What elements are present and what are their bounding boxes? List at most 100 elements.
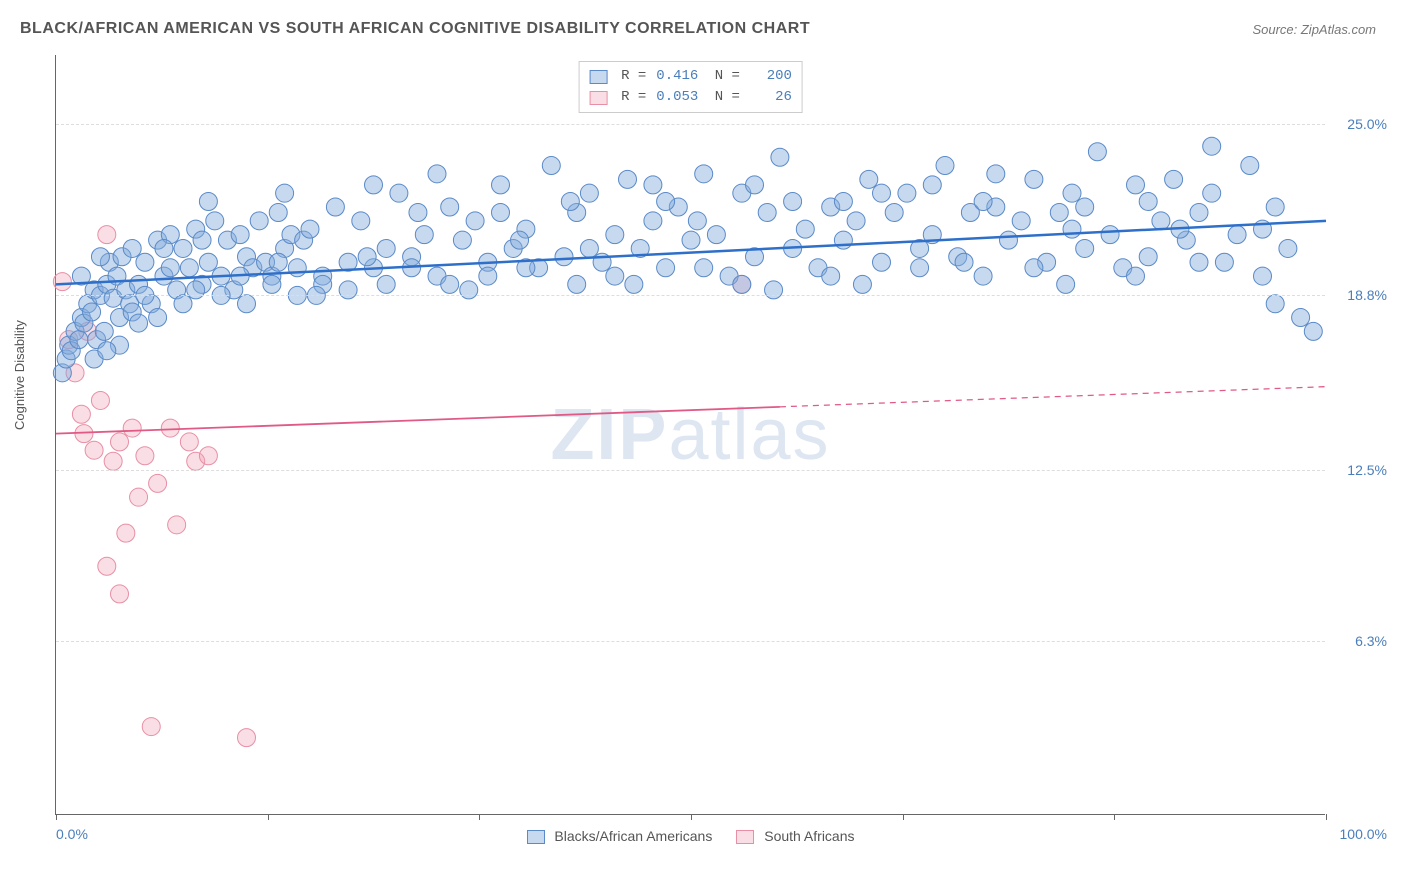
data-point [199, 253, 217, 271]
data-point [695, 165, 713, 183]
data-point [441, 198, 459, 216]
data-point [123, 419, 141, 437]
legend-row-pink: R =0.053 N =26 [589, 87, 792, 108]
data-point [644, 176, 662, 194]
data-point [98, 226, 116, 244]
data-point [1101, 226, 1119, 244]
data-point [1190, 253, 1208, 271]
x-tick [691, 814, 692, 820]
data-point [657, 259, 675, 277]
data-point [358, 248, 376, 266]
correlation-legend: R =0.416 N =200 R =0.053 N =26 [578, 61, 803, 113]
data-point [758, 204, 776, 222]
trend-line-extrapolated [780, 387, 1326, 407]
chart-title: BLACK/AFRICAN AMERICAN VS SOUTH AFRICAN … [20, 20, 810, 38]
data-point [428, 165, 446, 183]
x-tick [903, 814, 904, 820]
data-point [1165, 170, 1183, 188]
data-point [657, 192, 675, 210]
data-point [847, 212, 865, 230]
data-point [853, 275, 871, 293]
data-point [955, 253, 973, 271]
data-point [1088, 143, 1106, 161]
data-point [1266, 198, 1284, 216]
data-point [104, 452, 122, 470]
data-point [155, 239, 173, 257]
data-point [206, 212, 224, 230]
gridline [56, 295, 1325, 296]
data-point [91, 391, 109, 409]
data-point [98, 342, 116, 360]
data-point [555, 248, 573, 266]
data-point [606, 226, 624, 244]
data-point [269, 204, 287, 222]
data-point [619, 170, 637, 188]
data-point [492, 204, 510, 222]
data-point [644, 212, 662, 230]
data-point [377, 239, 395, 257]
data-point [898, 184, 916, 202]
data-point [117, 524, 135, 542]
data-point [479, 267, 497, 285]
data-point [936, 157, 954, 175]
data-point [1000, 231, 1018, 249]
data-point [1152, 212, 1170, 230]
data-point [1304, 322, 1322, 340]
scatter-plot [56, 55, 1326, 815]
data-point [682, 231, 700, 249]
data-point [974, 267, 992, 285]
data-point [161, 259, 179, 277]
data-point [923, 176, 941, 194]
data-point [796, 220, 814, 238]
data-point [1063, 220, 1081, 238]
data-point [1215, 253, 1233, 271]
data-point [834, 192, 852, 210]
data-point [123, 239, 141, 257]
x-tick [56, 814, 57, 820]
data-point [390, 184, 408, 202]
data-point [352, 212, 370, 230]
data-point [180, 433, 198, 451]
data-point [70, 331, 88, 349]
data-point [301, 220, 319, 238]
legend-swatch-pink [589, 91, 607, 105]
data-point [168, 516, 186, 534]
data-point [231, 226, 249, 244]
legend-item-pink: South Africans [736, 828, 854, 844]
gridline [56, 470, 1325, 471]
data-point [561, 192, 579, 210]
data-point [1050, 204, 1068, 222]
data-point [1139, 248, 1157, 266]
gridline [56, 124, 1325, 125]
data-point [625, 275, 643, 293]
data-point [1139, 192, 1157, 210]
data-point [511, 231, 529, 249]
data-point [174, 239, 192, 257]
data-point [161, 419, 179, 437]
data-point [580, 184, 598, 202]
y-tick-label: 18.8% [1347, 287, 1387, 303]
legend-swatch-blue-bottom [526, 830, 544, 844]
data-point [199, 192, 217, 210]
data-point [1076, 239, 1094, 257]
x-tick [479, 814, 480, 820]
data-point [688, 212, 706, 230]
data-point [136, 253, 154, 271]
data-point [149, 309, 167, 327]
data-point [441, 275, 459, 293]
data-point [974, 192, 992, 210]
data-point [377, 275, 395, 293]
y-tick-label: 25.0% [1347, 116, 1387, 132]
x-axis-max-label: 100.0% [1340, 826, 1387, 842]
data-point [326, 198, 344, 216]
data-point [568, 275, 586, 293]
data-point [1266, 295, 1284, 313]
data-point [130, 314, 148, 332]
data-point [180, 259, 198, 277]
data-point [860, 170, 878, 188]
data-point [130, 488, 148, 506]
data-point [149, 474, 167, 492]
data-point [193, 231, 211, 249]
data-point [415, 226, 433, 244]
data-point [606, 267, 624, 285]
